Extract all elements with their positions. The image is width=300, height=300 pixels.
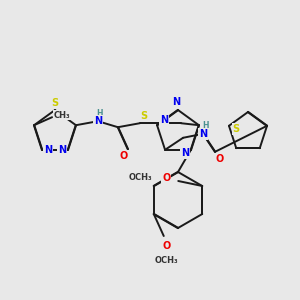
Text: N: N	[160, 115, 168, 125]
Text: OCH₃: OCH₃	[155, 256, 178, 265]
Text: N: N	[44, 145, 52, 155]
Text: S: S	[140, 111, 148, 121]
Text: H: H	[97, 109, 103, 118]
Text: N: N	[199, 129, 207, 139]
Text: S: S	[232, 124, 239, 134]
Text: N: N	[172, 97, 180, 107]
Text: O: O	[120, 151, 128, 161]
Text: N: N	[94, 116, 102, 126]
Text: H: H	[202, 121, 208, 130]
Text: CH₃: CH₃	[54, 111, 70, 120]
Text: O: O	[162, 173, 170, 183]
Text: N: N	[58, 145, 66, 155]
Text: S: S	[51, 98, 58, 108]
Text: N: N	[181, 148, 189, 158]
Text: O: O	[163, 241, 171, 251]
Text: OCH₃: OCH₃	[129, 173, 152, 182]
Text: O: O	[216, 154, 224, 164]
